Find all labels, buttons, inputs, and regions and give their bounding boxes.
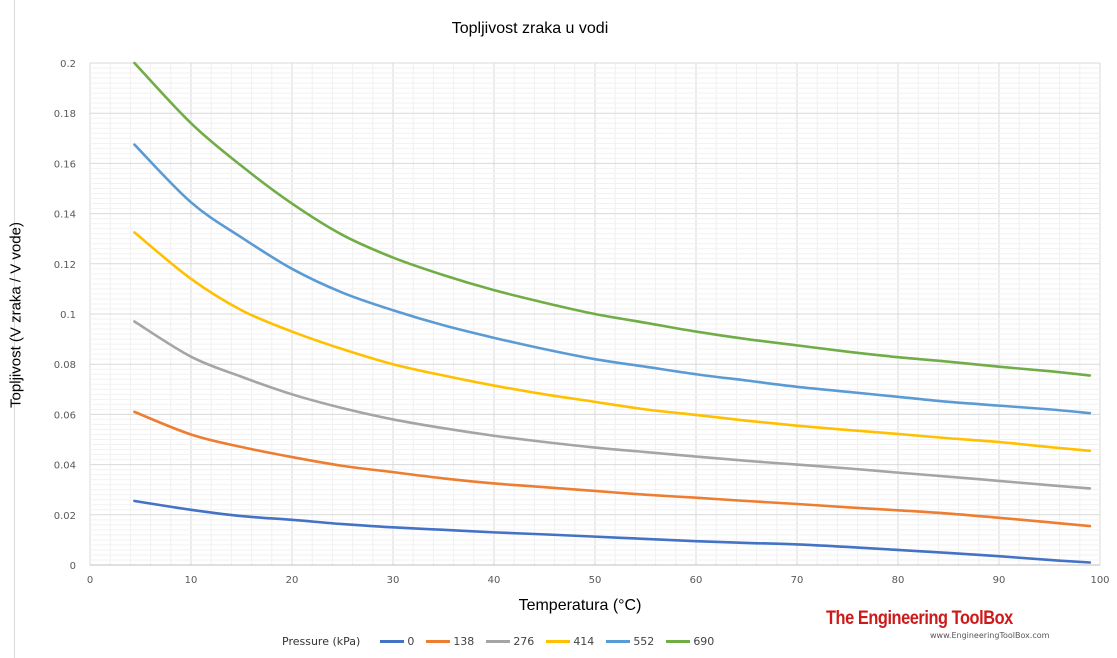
- y-tick-label: 0.16: [54, 159, 76, 170]
- legend-swatch: [606, 639, 631, 643]
- x-axis-label: Temperatura (°C): [518, 597, 642, 614]
- y-tick-label: 0.08: [54, 360, 76, 371]
- engineering-toolbox-logo: The Engineering ToolBox www.EngineeringT…: [826, 608, 1050, 640]
- x-tick-label: 80: [892, 575, 905, 586]
- legend-item-690: 690: [666, 635, 714, 648]
- x-tick-label: 20: [286, 575, 299, 586]
- legend-label: 414: [573, 634, 595, 648]
- series-line-0: [133, 499, 1092, 564]
- x-tick-label: 30: [387, 575, 400, 586]
- series-line-552: [133, 143, 1092, 415]
- x-tick-label: 70: [791, 575, 804, 586]
- legend-swatch: [380, 639, 405, 643]
- y-tick-label: 0.06: [54, 410, 76, 421]
- y-tick-label: 0.1: [60, 310, 76, 321]
- x-tick-label: 0: [87, 575, 93, 586]
- chart-frame: [14, 0, 1117, 658]
- legend-item-0: 0: [380, 635, 414, 648]
- series-line-690: [133, 61, 1092, 377]
- legend-label: 276: [513, 634, 535, 648]
- y-tick-label: 0.14: [54, 210, 76, 221]
- x-tick-label: 50: [589, 575, 602, 586]
- legend-item-276: 276: [486, 635, 534, 648]
- legend-label: 138: [453, 634, 475, 648]
- series-line-138: [133, 410, 1092, 528]
- y-tick-label: 0: [70, 561, 76, 572]
- series-line-414: [133, 231, 1092, 453]
- legend: Pressure (kPa) 0 138 276 414 552 690: [282, 632, 726, 650]
- axes: 0 10 20 30 40 50 60 70 80 90 100 0 0.02 0.04 0.06 0.08 0…: [54, 59, 1110, 586]
- legend-swatch: [666, 639, 691, 643]
- legend-label: 552: [633, 634, 655, 648]
- legend-swatch: [426, 639, 451, 643]
- chart-title: Topljivost zraka u vodi: [451, 20, 609, 37]
- y-tick-label: 0.04: [54, 461, 76, 472]
- x-tick-label: 90: [993, 575, 1006, 586]
- legend-label: 690: [693, 634, 715, 648]
- x-tick-label: 10: [185, 575, 198, 586]
- y-tick-label: 0.18: [54, 109, 76, 120]
- legend-swatch: [486, 639, 511, 643]
- legend-label: 0: [407, 634, 415, 648]
- x-tick-label: 40: [488, 575, 501, 586]
- series-line-276: [133, 320, 1092, 490]
- y-tick-label: 0.12: [54, 260, 76, 271]
- y-tick-label: 0.02: [54, 511, 76, 522]
- y-tick-label: 0.2: [60, 59, 76, 70]
- legend-item-552: 552: [606, 635, 654, 648]
- legend-title: Pressure (kPa): [282, 634, 361, 648]
- y-axis-label: Topljivost (V zraka / V vode): [7, 222, 25, 408]
- series-lines: [133, 61, 1092, 564]
- legend-item-414: 414: [546, 635, 594, 648]
- legend-items: 0 138 276 414 552 690: [380, 635, 726, 648]
- legend-swatch: [546, 639, 571, 643]
- legend-item-138: 138: [426, 635, 474, 648]
- x-tick-label: 100: [1090, 575, 1109, 586]
- brand-url: www.EngineeringToolBox.com: [930, 631, 1050, 640]
- x-tick-label: 60: [690, 575, 703, 586]
- brand-name: The Engineering ToolBox: [826, 608, 1013, 629]
